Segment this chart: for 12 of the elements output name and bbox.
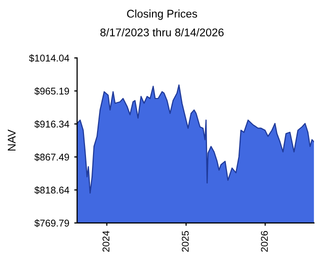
- y-tick-label: $916.34: [34, 120, 70, 128]
- x-tick-label: 2025: [182, 230, 189, 252]
- chart-subtitle: 8/17/2023 thru 8/14/2026: [100, 28, 224, 36]
- y-tick-label: $818.64: [34, 186, 70, 194]
- x-tick-label: 2024: [102, 230, 110, 252]
- chart-title: Closing Prices: [127, 10, 198, 20]
- y-tick-label: $867.49: [34, 153, 70, 162]
- y-tick-label: $965.19: [34, 87, 70, 96]
- y-tick-label: $1014.04: [29, 54, 70, 62]
- y-axis-title: NAV: [8, 129, 16, 151]
- y-tick-label: $769.79: [34, 219, 70, 228]
- x-tick-label: 2026: [260, 231, 268, 252]
